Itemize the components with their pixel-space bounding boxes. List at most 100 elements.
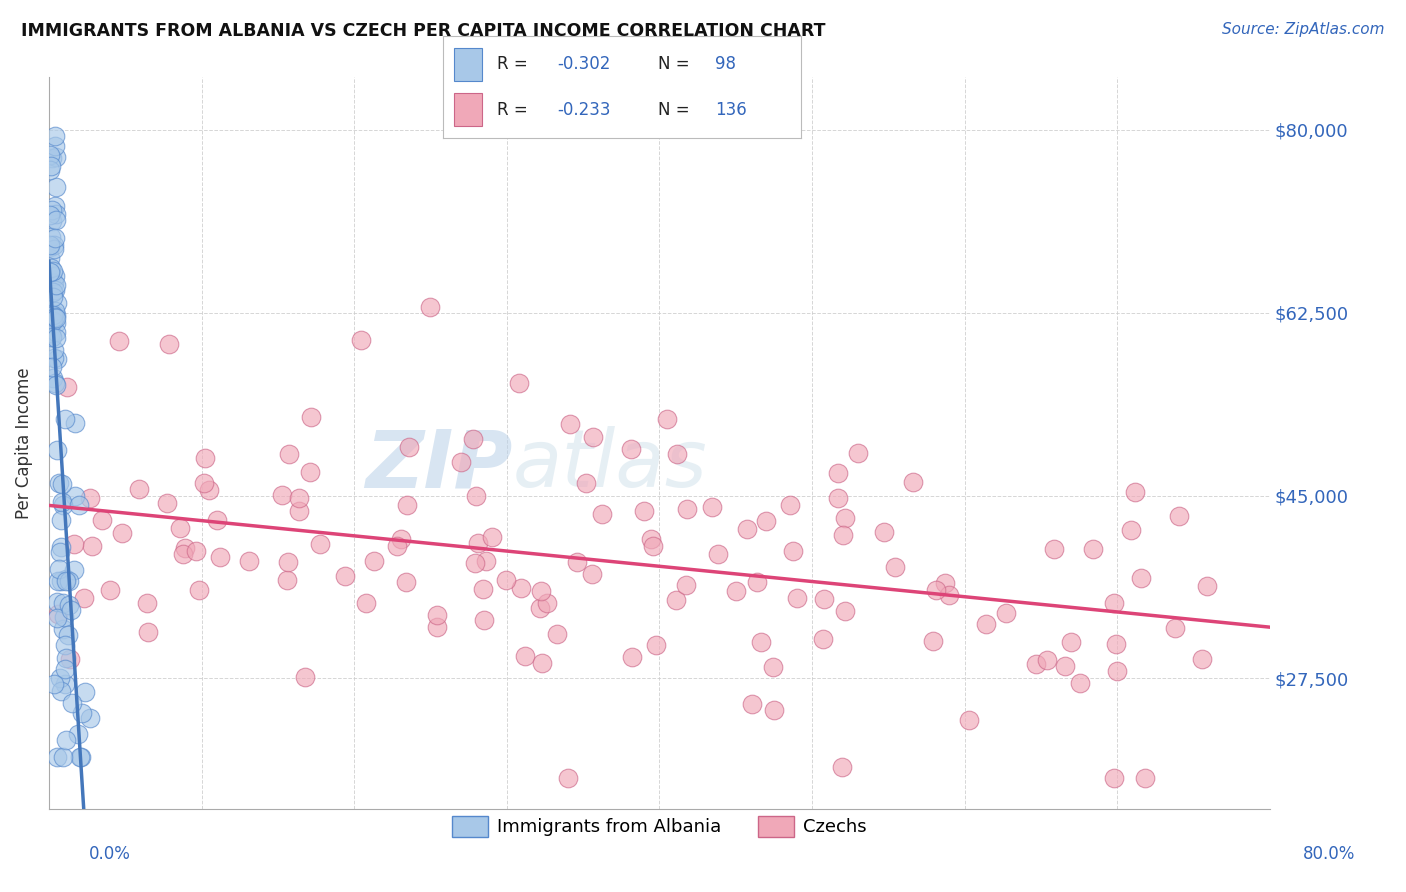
Point <box>782 544 804 558</box>
Point <box>42 264 65 278</box>
Point <box>762 660 785 674</box>
Point <box>63 489 86 503</box>
Point <box>356 596 378 610</box>
Point <box>156 496 179 510</box>
Point <box>1123 484 1146 499</box>
Text: 0.0%: 0.0% <box>89 845 131 863</box>
Point <box>45 207 67 221</box>
Point <box>277 555 299 569</box>
Point <box>419 301 441 315</box>
Point <box>45 150 67 164</box>
Point <box>128 482 150 496</box>
Point <box>46 595 69 609</box>
Point <box>657 412 679 426</box>
Point <box>1102 596 1125 610</box>
Point <box>45 325 67 339</box>
Point <box>198 483 221 497</box>
Point <box>42 351 65 366</box>
Point <box>80 540 103 554</box>
Point <box>44 268 66 283</box>
Point <box>735 522 758 536</box>
Point <box>58 628 80 642</box>
Point <box>51 494 73 508</box>
Bar <box>454 93 482 126</box>
Point <box>45 377 67 392</box>
Point <box>79 491 101 505</box>
Point <box>208 549 231 564</box>
Point <box>135 596 157 610</box>
Point <box>474 613 496 627</box>
Text: IMMIGRANTS FROM ALBANIA VS CZECH PER CAPITA INCOME CORRELATION CHART: IMMIGRANTS FROM ALBANIA VS CZECH PER CAP… <box>21 22 825 40</box>
Point <box>45 750 67 764</box>
Point <box>530 656 553 670</box>
Point <box>725 583 748 598</box>
Text: R =: R = <box>496 55 533 73</box>
Point <box>510 582 533 596</box>
Text: 136: 136 <box>716 101 747 119</box>
Point <box>53 676 76 690</box>
Point <box>1060 635 1083 649</box>
Point <box>481 530 503 544</box>
Point <box>44 310 66 324</box>
Point <box>41 202 63 217</box>
Point <box>749 635 772 649</box>
Point <box>63 536 86 550</box>
Point <box>44 376 66 391</box>
Point <box>834 510 856 524</box>
Point <box>186 544 208 558</box>
Point <box>45 295 67 310</box>
Point <box>39 311 62 326</box>
Text: N =: N = <box>658 101 695 119</box>
Point <box>49 540 72 554</box>
Point <box>45 331 67 345</box>
Point <box>938 588 960 602</box>
Point <box>59 652 82 666</box>
Point <box>41 359 63 374</box>
Point <box>58 599 80 613</box>
Point <box>44 128 66 143</box>
Point <box>706 547 728 561</box>
Point <box>44 283 66 297</box>
Point <box>1129 571 1152 585</box>
Point <box>39 238 62 252</box>
Point <box>398 440 420 454</box>
Point <box>55 651 77 665</box>
Point <box>41 151 63 165</box>
Text: R =: R = <box>496 101 533 119</box>
Point <box>276 573 298 587</box>
Point <box>465 490 488 504</box>
Point <box>69 750 91 764</box>
Point <box>73 591 96 605</box>
Point <box>56 379 79 393</box>
Point <box>901 475 924 489</box>
Point <box>287 491 309 506</box>
Point <box>508 376 530 390</box>
Point <box>45 311 67 326</box>
Point <box>39 251 62 265</box>
Point <box>39 163 62 178</box>
Point <box>39 261 62 276</box>
Point <box>385 539 408 553</box>
Point <box>194 450 217 465</box>
Point <box>53 662 76 676</box>
Point <box>45 316 67 330</box>
Point <box>827 491 849 505</box>
Point <box>157 336 180 351</box>
Point <box>450 455 472 469</box>
Point <box>66 727 89 741</box>
Point <box>676 502 699 516</box>
Point <box>665 447 688 461</box>
Point <box>51 498 73 512</box>
Point <box>70 750 93 764</box>
Point <box>58 574 80 588</box>
Point <box>779 498 801 512</box>
Point <box>91 513 114 527</box>
Point <box>79 711 101 725</box>
Point <box>44 180 66 194</box>
Point <box>395 575 418 590</box>
Point <box>55 573 77 587</box>
Point <box>495 574 517 588</box>
Point <box>846 446 869 460</box>
Point <box>1069 676 1091 690</box>
Point <box>52 750 75 764</box>
